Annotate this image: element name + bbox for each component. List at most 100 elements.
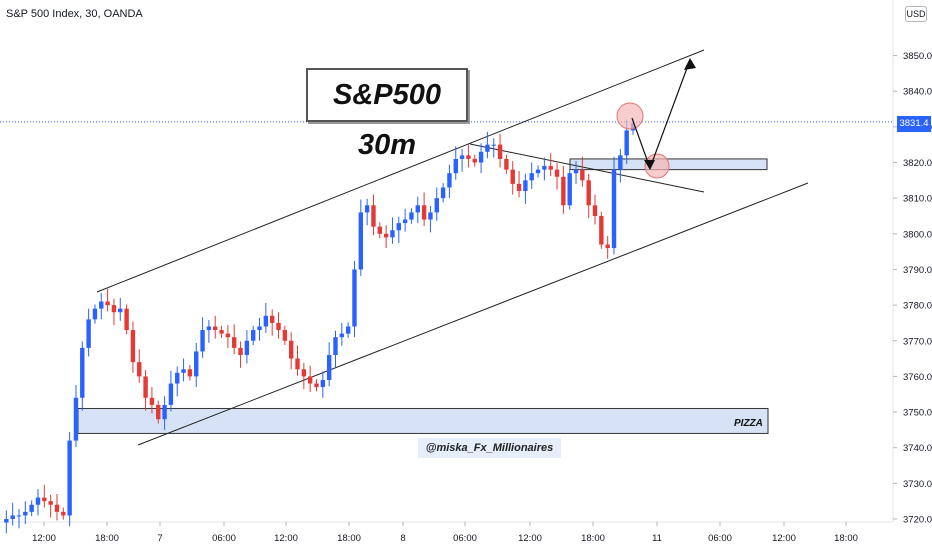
candle-body — [137, 362, 142, 377]
candle-body — [194, 351, 199, 377]
candle-body — [478, 151, 484, 163]
channel-upper-line — [96, 49, 705, 293]
candle-body — [459, 155, 465, 159]
candle-body — [92, 308, 98, 320]
projection-arrowhead-up — [684, 58, 696, 70]
candle-body — [244, 340, 250, 356]
candle-body — [48, 501, 53, 505]
candle-body — [149, 397, 155, 405]
candle-body — [54, 504, 60, 512]
candle-body — [219, 330, 224, 334]
candle-body — [269, 315, 275, 323]
candle-body — [4, 519, 9, 523]
candle-body — [257, 326, 262, 331]
candle-body — [510, 169, 515, 184]
candle-body — [605, 244, 610, 249]
candle-body — [339, 333, 345, 338]
candle-body — [523, 180, 528, 192]
candle-body — [61, 511, 66, 516]
candle-body — [295, 358, 300, 370]
candle-body — [599, 215, 604, 245]
candle-body — [162, 404, 167, 420]
candle-body — [371, 205, 376, 227]
y-tick-label: 3810.0 — [903, 194, 932, 205]
candle-body — [251, 330, 256, 341]
candle-body — [282, 330, 288, 341]
candle-body — [542, 166, 547, 170]
candle-body — [23, 511, 28, 516]
candle-body — [200, 330, 205, 352]
candle-body — [67, 440, 72, 516]
y-tick-label: 3730.0 — [903, 479, 932, 490]
candle-body — [440, 187, 446, 199]
candle-body — [263, 315, 269, 327]
candle-body — [409, 212, 414, 220]
y-tick-label: 3790.0 — [903, 265, 932, 276]
y-tick-label: 3720.0 — [903, 515, 932, 526]
x-tick-label: 12:00 — [274, 533, 298, 544]
channel-lower-line — [137, 182, 809, 446]
candle-body — [390, 230, 395, 238]
candle-body — [485, 144, 490, 152]
candle-body — [396, 223, 401, 231]
candle-body — [592, 205, 598, 216]
chart-title: S&P500 30m — [306, 68, 468, 161]
candle-body — [232, 337, 237, 348]
candle-body — [42, 497, 47, 502]
candle-body — [288, 340, 294, 359]
symbol-title: S&P 500 Index, 30, OANDA — [6, 8, 143, 20]
candle-body — [352, 269, 357, 327]
x-tick-label: 06:00 — [708, 533, 732, 544]
candle-body — [567, 173, 572, 206]
y-tick-label: 3840.0 — [903, 87, 932, 98]
candle-body — [175, 372, 180, 384]
candle-body — [472, 158, 477, 163]
x-tick-label: 12:00 — [518, 533, 542, 544]
candle-body — [504, 158, 509, 170]
candle-body — [301, 369, 307, 377]
candle-body — [73, 397, 79, 441]
candle-body — [105, 301, 110, 306]
candle-body — [143, 376, 148, 398]
candle-body — [345, 326, 351, 334]
candle-body — [118, 308, 123, 313]
candle-body — [516, 183, 522, 192]
y-tick-label: 3760.0 — [903, 372, 932, 383]
candle-body — [124, 308, 129, 331]
projection-arrowhead-down — [644, 160, 655, 170]
candle-body — [156, 404, 161, 420]
candle-body — [535, 169, 541, 174]
currency-badge[interactable]: USD — [905, 6, 927, 22]
candle-body — [491, 144, 496, 146]
candle-body — [421, 205, 427, 220]
candle-body — [618, 155, 623, 170]
candle-body — [415, 205, 420, 213]
y-tick-label: 3770.0 — [903, 336, 932, 347]
candle-body — [16, 515, 22, 517]
candle-body — [447, 173, 452, 188]
candle-body — [29, 504, 34, 512]
candle-body — [213, 326, 218, 331]
y-tick-label: 3750.0 — [903, 408, 932, 419]
y-tick-label: 3850.0 — [903, 51, 932, 62]
candle-body — [466, 155, 471, 159]
candle-body — [238, 347, 243, 356]
y-tick-label: 3820.0 — [903, 158, 932, 169]
x-tick-label: 18:00 — [581, 533, 605, 544]
candle-body — [377, 226, 382, 234]
candle-body — [364, 205, 370, 213]
candle-body — [326, 355, 332, 380]
candle-body — [358, 212, 364, 270]
candle-body — [187, 369, 193, 377]
candle-body — [529, 173, 534, 181]
candle-body — [80, 347, 85, 398]
candle-body — [99, 301, 104, 309]
candle-body — [402, 219, 408, 224]
candle-body — [314, 383, 319, 388]
candle-body — [434, 198, 439, 213]
x-tick-label: 11 — [652, 533, 662, 544]
candle-body — [580, 169, 585, 181]
x-tick-label: 12:00 — [772, 533, 796, 544]
